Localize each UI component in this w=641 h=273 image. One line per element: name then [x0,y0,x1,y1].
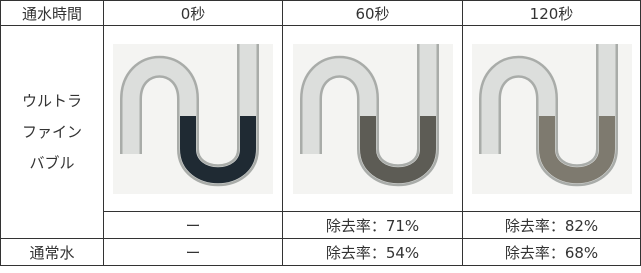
result-row: 通常水 ー 除去率：54% 除去率：68% [1,239,641,266]
photo-cell [283,26,463,212]
result-table: 通水時間 0秒 60秒 120秒 ウルトラ ファイン バブル ー 除去率：71%… [0,0,641,266]
result-cell: 除去率：82% [463,212,641,239]
label-line: ファイン [1,117,103,148]
row-label: ウルトラ ファイン バブル [1,26,104,239]
header-cell: 通水時間 [1,1,104,26]
result-cell: 除去率：54% [283,239,463,266]
label-line: ウルトラ [1,86,103,117]
label-line: バブル [1,148,103,179]
result-cell: ー [104,239,283,266]
photo-row: ウルトラ ファイン バブル [1,26,641,212]
pipe-photo [113,44,273,194]
photo-cell [104,26,283,212]
header-cell: 60秒 [283,1,463,26]
photo-cell [463,26,641,212]
pipe-photo [293,44,453,194]
result-cell: 除去率：68% [463,239,641,266]
header-cell: 120秒 [463,1,641,26]
header-row: 通水時間 0秒 60秒 120秒 [1,1,641,26]
result-cell: 除去率：71% [283,212,463,239]
row-label: 通常水 [1,239,104,266]
pipe-photo [472,44,632,194]
result-cell: ー [104,212,283,239]
header-cell: 0秒 [104,1,283,26]
